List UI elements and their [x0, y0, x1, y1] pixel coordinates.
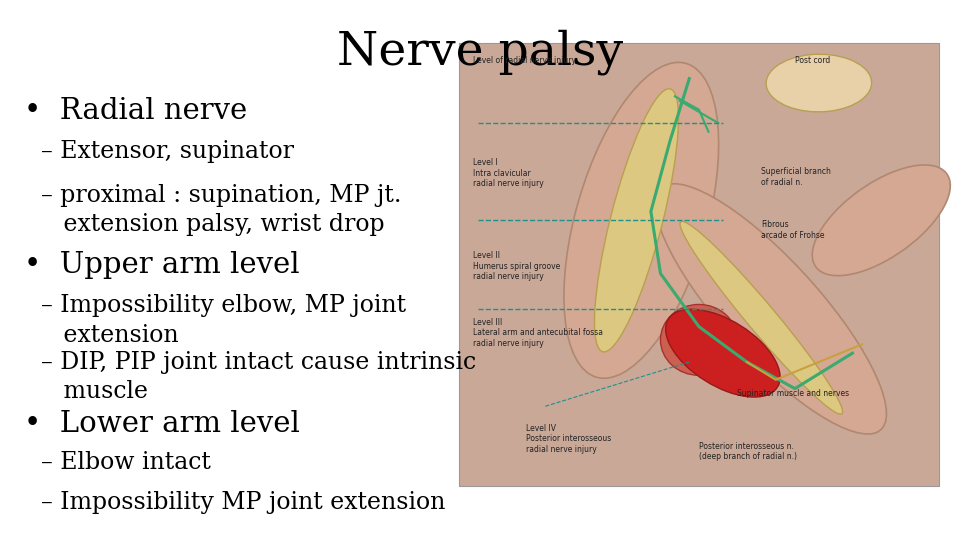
- Text: Nerve palsy: Nerve palsy: [337, 30, 623, 76]
- Text: – proximal : supination, MP jt.
   extension palsy, wrist drop: – proximal : supination, MP jt. extensio…: [41, 184, 402, 236]
- Ellipse shape: [660, 305, 737, 375]
- Text: Superficial branch
of radial n.: Superficial branch of radial n.: [761, 167, 831, 187]
- Ellipse shape: [766, 54, 872, 112]
- Ellipse shape: [656, 184, 886, 434]
- Ellipse shape: [564, 63, 719, 378]
- Ellipse shape: [594, 89, 679, 352]
- Text: – Extensor, supinator: – Extensor, supinator: [41, 140, 295, 164]
- Ellipse shape: [665, 309, 780, 397]
- Text: •  Upper arm level: • Upper arm level: [24, 251, 300, 279]
- Text: – Elbow intact: – Elbow intact: [41, 451, 211, 474]
- FancyBboxPatch shape: [459, 43, 939, 486]
- Text: Level III
Lateral arm and antecubital fossa
radial nerve injury: Level III Lateral arm and antecubital fo…: [473, 318, 603, 348]
- Text: – Impossibility elbow, MP joint
   extension: – Impossibility elbow, MP joint extensio…: [41, 294, 406, 347]
- Text: •  Lower arm level: • Lower arm level: [24, 410, 300, 438]
- Text: Post cord: Post cord: [795, 57, 830, 65]
- Text: Supinator muscle and nerves: Supinator muscle and nerves: [737, 389, 850, 397]
- Text: – Impossibility MP joint extension: – Impossibility MP joint extension: [41, 491, 445, 515]
- Text: Posterior interosseous n.
(deep branch of radial n.): Posterior interosseous n. (deep branch o…: [699, 442, 797, 461]
- Text: Level II
Humerus spiral groove
radial nerve injury: Level II Humerus spiral groove radial ne…: [473, 251, 561, 281]
- Text: •  Radial nerve: • Radial nerve: [24, 97, 248, 125]
- Text: Fibrous
arcade of Frohse: Fibrous arcade of Frohse: [761, 220, 825, 240]
- Ellipse shape: [680, 221, 843, 414]
- Text: Level I
Intra clavicular
radial nerve injury: Level I Intra clavicular radial nerve in…: [473, 158, 544, 188]
- Text: Level IV
Posterior interosseous
radial nerve injury: Level IV Posterior interosseous radial n…: [526, 424, 612, 454]
- Text: Level of radial nerve injury: Level of radial nerve injury: [473, 57, 576, 65]
- Text: – DIP, PIP joint intact cause intrinsic
   muscle: – DIP, PIP joint intact cause intrinsic …: [41, 351, 476, 403]
- Ellipse shape: [812, 165, 950, 276]
